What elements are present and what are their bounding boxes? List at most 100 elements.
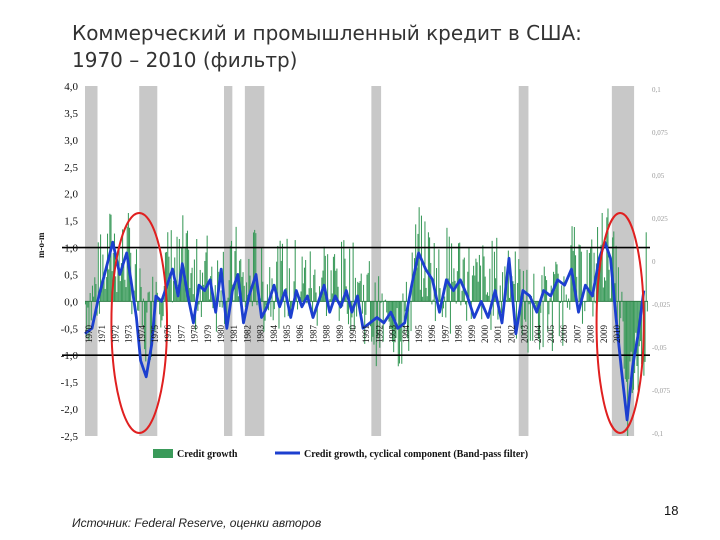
credit-growth-bar <box>88 301 90 341</box>
credit-growth-bar <box>306 301 308 304</box>
credit-growth-bar <box>459 242 461 302</box>
credit-growth-bar <box>391 301 394 342</box>
credit-growth-bar <box>286 238 288 302</box>
credit-growth-bar <box>110 214 112 302</box>
y-tick-label: -0,5 <box>61 323 79 335</box>
x-tick-label: 2000 <box>480 325 490 344</box>
credit-growth-bar <box>207 281 209 302</box>
credit-growth-bar <box>463 257 465 302</box>
credit-growth-bar <box>578 244 580 302</box>
credit-growth-bar <box>217 260 219 302</box>
credit-growth-bar <box>93 296 95 302</box>
credit-growth-bar <box>162 301 164 317</box>
credit-growth-bar <box>347 301 350 325</box>
credit-growth-bar <box>100 234 102 302</box>
credit-growth-bar <box>543 266 545 302</box>
credit-growth-bar <box>600 244 602 302</box>
credit-growth-bar <box>630 301 632 352</box>
credit-growth-bar <box>266 284 268 302</box>
credit-growth-bar <box>481 301 483 320</box>
x-tick-label: 1984 <box>269 325 279 344</box>
credit-growth-bar <box>599 261 601 302</box>
credit-growth-bar <box>365 301 367 315</box>
credit-growth-bar <box>563 276 565 302</box>
credit-growth-bar <box>442 301 444 309</box>
credit-growth-bar <box>119 281 121 302</box>
credit-growth-bar <box>190 273 192 302</box>
credit-growth-bar <box>203 284 205 302</box>
credit-growth-bar <box>540 301 542 313</box>
credit-growth-bar <box>502 272 504 302</box>
credit-growth-bar <box>104 288 106 302</box>
credit-growth-bar <box>621 291 623 302</box>
right-axis-ticks: 0,1 0,075 0,05 0,025 0 -0,025 -0,05 -0,075 -0,1 <box>652 86 671 438</box>
credit-growth-bar <box>159 301 161 315</box>
credit-growth-bar <box>151 301 153 358</box>
y-tick-label: 0,0 <box>64 296 78 308</box>
credit-growth-bar <box>476 262 478 302</box>
credit-growth-bar <box>336 268 338 302</box>
credit-growth-bar <box>412 281 414 302</box>
credit-growth-bar <box>506 280 508 302</box>
credit-growth-bar <box>272 301 274 321</box>
right-tick-label: 0,075 <box>652 129 668 137</box>
credit-growth-bar <box>316 301 318 326</box>
credit-growth-bar <box>319 286 321 302</box>
credit-growth-bar <box>329 299 331 302</box>
credit-growth-bar <box>403 301 405 333</box>
credit-growth-bar <box>438 249 440 302</box>
credit-growth-bar <box>273 301 275 310</box>
credit-growth-bar <box>200 301 202 317</box>
credit-growth-bar <box>490 301 492 330</box>
credit-growth-bar <box>565 294 567 302</box>
credit-growth-bar <box>535 301 537 309</box>
credit-growth-bar <box>308 288 310 302</box>
credit-growth-bar <box>309 251 311 302</box>
credit-growth-bar <box>241 276 243 302</box>
credit-growth-bar <box>590 248 592 302</box>
credit-growth-bar <box>505 299 507 302</box>
credit-growth-bar <box>331 293 333 302</box>
credit-growth-bar <box>474 275 476 302</box>
credit-growth-bar <box>557 273 559 302</box>
credit-growth-bar <box>274 292 277 302</box>
credit-growth-bar <box>363 284 365 302</box>
x-tick-label: 2006 <box>559 325 569 344</box>
right-tick-label: 0,1 <box>652 86 661 94</box>
credit-growth-bar <box>398 301 400 364</box>
credit-growth-bar <box>627 301 629 436</box>
credit-growth-bar <box>395 301 397 339</box>
credit-growth-bar <box>602 287 604 302</box>
credit-growth-bar <box>280 260 282 302</box>
recession-band <box>224 86 233 436</box>
credit-growth-bar <box>310 288 312 302</box>
credit-growth-bar <box>248 258 250 302</box>
credit-growth-bar <box>448 236 450 302</box>
credit-growth-bar <box>446 227 448 302</box>
credit-growth-bar <box>233 300 235 302</box>
credit-growth-bar <box>139 268 141 302</box>
credit-growth-bar <box>410 301 412 332</box>
credit-growth-bar <box>166 251 168 302</box>
x-tick-label: 1983 <box>256 325 266 344</box>
x-tick-label: 1974 <box>137 325 147 344</box>
credit-growth-bar <box>515 301 517 339</box>
credit-growth-bar <box>222 251 224 302</box>
y-tick-label: -1,0 <box>61 350 79 362</box>
credit-growth-bar <box>430 262 432 302</box>
credit-growth-bar <box>544 276 546 302</box>
credit-growth-bar <box>290 301 292 315</box>
highlight-ellipse <box>110 212 169 434</box>
credit-growth-bar <box>624 301 626 380</box>
credit-growth-bar <box>542 301 544 348</box>
credit-growth-bar <box>486 292 489 302</box>
x-tick-label: 1991 <box>361 325 371 343</box>
x-tick-label: 1988 <box>322 325 332 344</box>
credit-growth-bar <box>346 301 348 314</box>
credit-growth-bar <box>312 301 314 316</box>
credit-growth-bar <box>237 296 239 302</box>
credit-growth-bar <box>417 233 419 302</box>
x-axis-labels: 1970 1971 1972 1973 1974 1975 1976 1977 1978 1979… <box>84 325 622 344</box>
credit-growth-bar <box>492 301 494 316</box>
